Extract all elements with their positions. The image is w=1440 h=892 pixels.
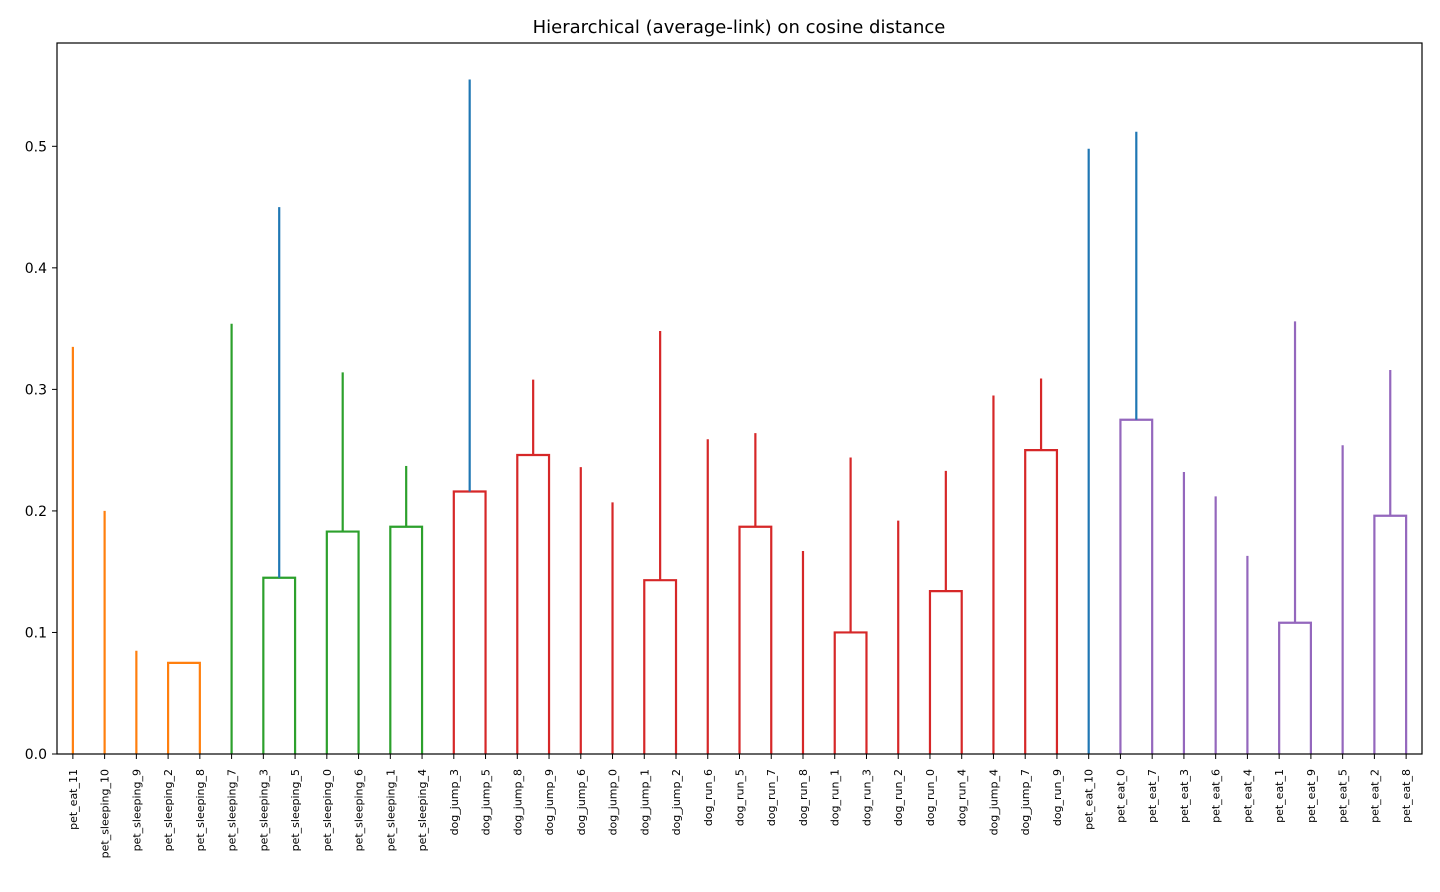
x-tick-label: pet_eat_1 — [1273, 769, 1286, 823]
x-tick-label: pet_eat_0 — [1114, 769, 1127, 823]
y-tick-label: 0.0 — [25, 747, 47, 763]
x-tick-label: pet_eat_7 — [1146, 769, 1159, 823]
x-tick-label: dog_run_1 — [829, 769, 842, 826]
x-tick-label: dog_jump_6 — [575, 769, 588, 835]
dendrogram-link — [262, 576, 297, 754]
x-tick-label: pet_sleeping_3 — [257, 769, 270, 851]
x-tick-label: pet_eat_9 — [1305, 769, 1318, 823]
x-tick-label: dog_jump_5 — [480, 769, 493, 835]
x-tick-label: dog_jump_9 — [543, 769, 556, 835]
x-tick-label: pet_sleeping_2 — [162, 769, 175, 851]
dendrogram-link — [1278, 621, 1312, 754]
x-tick-label: dog_run_7 — [765, 769, 778, 826]
y-tick-label: 0.5 — [25, 139, 47, 155]
x-tick-label: pet_sleeping_8 — [194, 769, 207, 851]
x-tick-label: pet_eat_5 — [1337, 769, 1350, 823]
x-tick-label: dog_run_0 — [924, 769, 937, 826]
dendrogram-link — [643, 579, 678, 754]
x-tick-label: dog_jump_0 — [607, 769, 620, 835]
y-tick-label: 0.4 — [25, 261, 47, 277]
x-tick-label: pet_sleeping_10 — [99, 769, 112, 858]
dendrogram-link — [516, 453, 551, 754]
dendrogram-link — [738, 525, 773, 754]
x-tick-label: pet_sleeping_5 — [289, 769, 302, 851]
dendrogram-link — [167, 661, 201, 754]
x-tick-label: pet_eat_8 — [1400, 769, 1413, 823]
x-tick-label: dog_run_4 — [956, 769, 969, 826]
links-layer — [71, 79, 1408, 754]
x-axis: pet_eat_11 pet_sleeping_10 pet_sleeping_9 p… — [67, 754, 1413, 858]
dendrogram-link — [1373, 514, 1408, 754]
x-tick-label: pet_eat_4 — [1241, 769, 1254, 823]
dendrogram-link — [325, 530, 360, 754]
x-tick-label: dog_run_3 — [860, 769, 873, 826]
x-tick-label: pet_sleeping_7 — [226, 769, 239, 851]
x-tick-label: pet_eat_10 — [1083, 769, 1096, 830]
x-tick-label: pet_eat_2 — [1368, 769, 1381, 823]
x-tick-label: dog_jump_7 — [1019, 769, 1032, 835]
x-tick-label: pet_eat_3 — [1178, 769, 1191, 823]
dendrogram-link — [1119, 418, 1154, 754]
x-tick-label: dog_run_2 — [892, 769, 905, 826]
x-tick-label: pet_sleeping_4 — [416, 769, 429, 851]
y-axis: 0.0 0.1 0.2 0.3 0.4 0.5 — [25, 139, 57, 763]
x-tick-label: dog_run_8 — [797, 769, 810, 826]
x-tick-label: dog_run_5 — [734, 769, 747, 826]
dendrogram-link — [1024, 449, 1059, 754]
y-tick-label: 0.2 — [25, 504, 47, 520]
dendrogram-link — [833, 631, 868, 754]
dendrogram-link — [452, 490, 487, 754]
x-tick-label: pet_sleeping_1 — [384, 769, 397, 851]
x-tick-label: dog_run_9 — [1051, 769, 1064, 826]
x-tick-label: dog_jump_2 — [670, 769, 683, 835]
x-tick-label: pet_sleeping_9 — [130, 769, 143, 851]
x-tick-label: pet_sleeping_6 — [353, 769, 366, 851]
x-tick-label: pet_eat_11 — [67, 769, 80, 830]
x-tick-label: dog_run_6 — [702, 769, 715, 826]
x-tick-label: dog_jump_1 — [638, 769, 651, 835]
chart-title: Hierarchical (average-link) on cosine di… — [533, 17, 946, 38]
dendrogram-link — [389, 525, 424, 754]
dendrogram-link — [928, 590, 963, 754]
x-tick-label: pet_eat_6 — [1210, 769, 1223, 823]
x-tick-label: dog_jump_4 — [987, 769, 1000, 835]
y-tick-label: 0.3 — [25, 382, 47, 398]
x-tick-label: dog_jump_8 — [511, 769, 524, 835]
x-tick-label: pet_sleeping_0 — [321, 769, 334, 851]
y-tick-label: 0.1 — [25, 625, 47, 641]
x-tick-label: dog_jump_3 — [448, 769, 461, 835]
